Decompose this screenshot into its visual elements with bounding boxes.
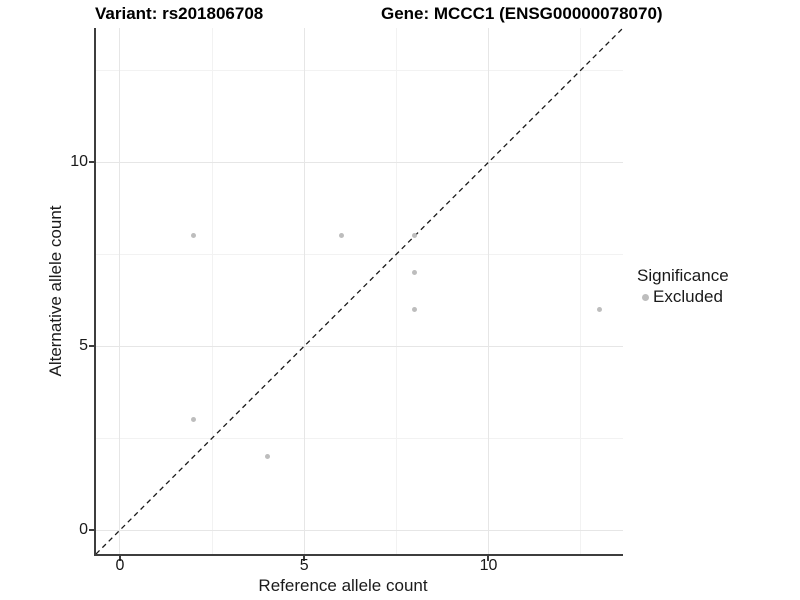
legend-item-label: Excluded: [653, 287, 723, 306]
data-point: [412, 306, 418, 312]
legend-title: Significance: [637, 266, 729, 285]
y-tick: [89, 529, 94, 532]
legend-item-excluded: Excluded: [642, 288, 729, 306]
x-gridline-major: [119, 28, 121, 554]
data-point: [191, 417, 197, 423]
x-tick: [118, 556, 121, 561]
y-gridline-minor: [96, 69, 623, 71]
y-axis-line: [94, 28, 96, 554]
x-tick-label: 5: [299, 557, 309, 574]
identity-line: [96, 28, 623, 554]
x-tick: [303, 556, 306, 561]
data-point: [264, 454, 270, 460]
y-gridline-major: [96, 345, 623, 347]
data-point: [596, 306, 602, 312]
y-tick-label: 10: [70, 153, 88, 171]
legend-point-icon: [642, 293, 649, 301]
x-tick-label: 0: [115, 557, 125, 574]
y-gridline-minor: [96, 253, 623, 255]
data-point: [191, 233, 197, 239]
x-gridline-minor: [211, 28, 213, 554]
gene-title: Gene: MCCC1 (ENSG00000078070): [381, 4, 663, 23]
y-gridline-major: [96, 529, 623, 531]
x-gridline-minor: [580, 28, 582, 554]
data-point: [412, 233, 418, 239]
y-gridline-minor: [96, 437, 623, 439]
x-tick-label: 10: [479, 557, 498, 574]
data-point: [338, 233, 344, 239]
x-gridline-major: [487, 28, 489, 554]
y-tick: [89, 345, 94, 348]
data-point: [412, 270, 418, 276]
y-gridline-major: [96, 161, 623, 163]
x-axis-line: [94, 554, 623, 556]
legend: Significance Excluded: [637, 266, 729, 306]
y-tick-label: 0: [79, 521, 88, 539]
variant-title: Variant: rs201806708: [95, 4, 264, 23]
y-tick-label: 5: [79, 337, 88, 355]
plot-panel: [96, 28, 623, 554]
x-gridline-minor: [395, 28, 397, 554]
x-gridline-major: [303, 28, 305, 554]
y-tick: [89, 161, 94, 164]
x-tick: [487, 556, 490, 561]
x-axis-title: Reference allele count: [258, 576, 428, 595]
